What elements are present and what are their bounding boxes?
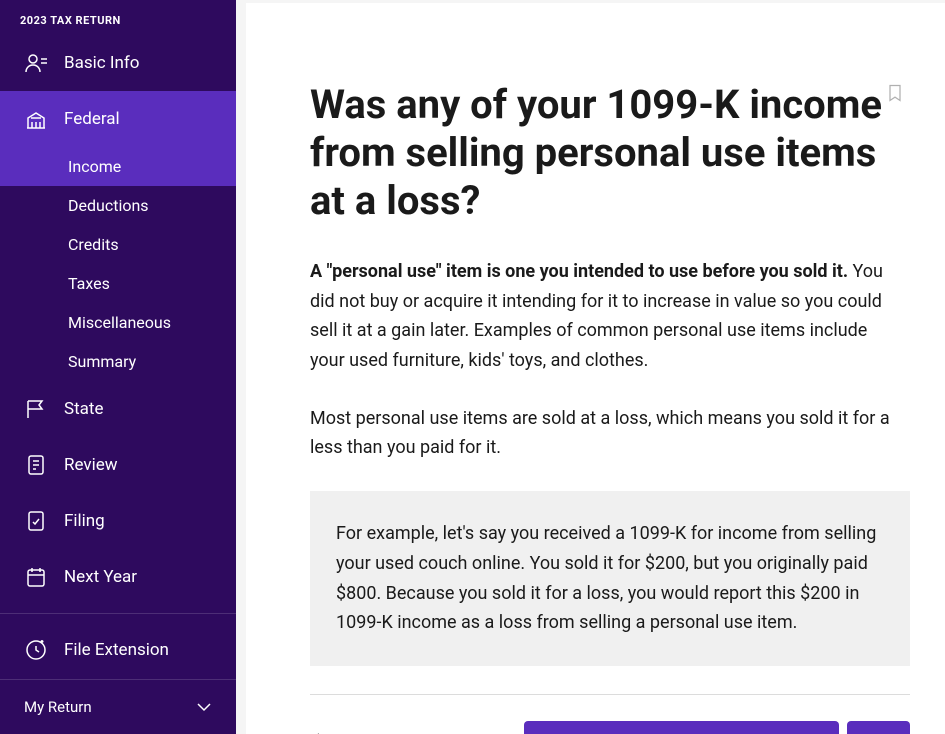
sidebar-item-label: Basic Info — [64, 53, 139, 73]
sidebar-item-label: Review — [64, 455, 118, 475]
bookmark-icon[interactable] — [885, 81, 905, 109]
sidebar-item-state[interactable]: State — [0, 381, 236, 437]
no-button[interactable]: No — [847, 721, 910, 734]
sidebar-item-filing[interactable]: Filing — [0, 493, 236, 549]
main-content: Was any of your 1099-K income from selli… — [236, 0, 945, 734]
capitol-icon — [24, 107, 48, 131]
content-panel: Was any of your 1099-K income from selli… — [246, 3, 945, 734]
sidebar-header: 2023 TAX RETURN — [0, 0, 236, 35]
example-box: For example, let's say you received a 10… — [310, 491, 910, 666]
person-icon — [24, 51, 48, 75]
divider — [0, 613, 236, 614]
chevron-down-icon — [196, 698, 212, 716]
sidebar-item-label: Federal — [64, 109, 120, 129]
action-row: Back Yes, I Sold Personal Use Items at a… — [310, 721, 910, 734]
sidebar-item-federal[interactable]: Federal — [0, 91, 236, 147]
paragraph-2: Most personal use items are sold at a lo… — [310, 404, 905, 463]
sidebar-sub-credits[interactable]: Credits — [0, 225, 236, 264]
clipboard-icon — [24, 453, 48, 477]
my-return-toggle[interactable]: My Return — [0, 679, 236, 734]
sidebar-item-review[interactable]: Review — [0, 437, 236, 493]
sidebar-item-basic-info[interactable]: Basic Info — [0, 35, 236, 91]
sidebar: 2023 TAX RETURN Basic Info Federal Incom… — [0, 0, 236, 734]
calendar-icon — [24, 565, 48, 589]
sidebar-item-next-year[interactable]: Next Year — [0, 549, 236, 605]
sidebar-item-label: State — [64, 399, 103, 419]
sidebar-sub-income[interactable]: Income — [0, 147, 236, 186]
page-title: Was any of your 1099-K income from selli… — [310, 81, 890, 225]
sidebar-sub-taxes[interactable]: Taxes — [0, 264, 236, 303]
paragraph-1: A "personal use" item is one you intende… — [310, 257, 905, 376]
sidebar-item-file-extension[interactable]: File Extension — [0, 622, 236, 678]
check-doc-icon — [24, 509, 48, 533]
sidebar-item-label: Filing — [64, 511, 105, 531]
sidebar-sub-deductions[interactable]: Deductions — [0, 186, 236, 225]
sidebar-item-label: File Extension — [64, 640, 169, 660]
sidebar-sub-miscellaneous[interactable]: Miscellaneous — [0, 303, 236, 342]
flag-icon — [24, 397, 48, 421]
sidebar-sub-summary[interactable]: Summary — [0, 342, 236, 381]
paragraph-1-bold: A "personal use" item is one you intende… — [310, 261, 848, 282]
sidebar-item-label: Next Year — [64, 567, 137, 587]
my-return-label: My Return — [24, 698, 92, 716]
yes-button[interactable]: Yes, I Sold Personal Use Items at a Loss — [524, 721, 839, 734]
divider-line — [310, 694, 910, 695]
clock-plus-icon — [24, 638, 48, 662]
